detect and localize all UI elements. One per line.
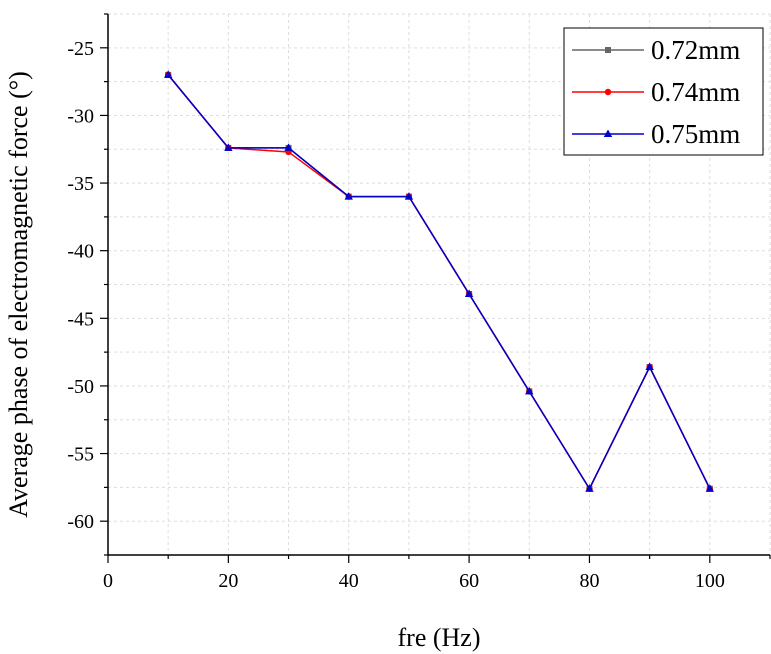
legend: 0.72mm 0.74mm 0.75mm [563, 27, 764, 156]
y-tick-label: -50 [67, 376, 94, 398]
y-tick-label: -30 [67, 105, 94, 127]
x-tick-label: 80 [579, 570, 599, 592]
data-point-0.75mm [224, 143, 233, 151]
y-tick-label: -60 [67, 511, 94, 533]
y-tick-label: -25 [67, 38, 94, 60]
data-point-0.75mm [464, 289, 474, 297]
series-line-0.75mm [167, 74, 711, 491]
x-tick-label: 40 [339, 570, 359, 592]
y-tick-label: -40 [67, 241, 94, 263]
data-point-0.75mm [525, 386, 534, 395]
legend-marker-0.72mm [605, 47, 611, 53]
series-layer [163, 70, 715, 492]
data-point-0.75mm [284, 143, 293, 151]
y-tick-label: -55 [67, 444, 94, 466]
data-point-0.75mm [645, 362, 654, 371]
y-tick-label: -35 [67, 173, 94, 195]
x-tick-label: 60 [459, 570, 479, 592]
x-tick-label: 20 [218, 570, 238, 592]
x-axis-title: fre (Hz) [398, 623, 481, 652]
legend-label-0.74mm: 0.74mm [651, 77, 740, 107]
data-point-0.75mm [404, 192, 414, 200]
data-point-0.75mm [705, 484, 715, 492]
legend-marker-0.75mm [603, 129, 613, 137]
legend-label-0.72mm: 0.72mm [651, 35, 740, 65]
y-axis-title: Average phase of electromagnetic force (… [4, 71, 33, 518]
y-tick-label: -45 [67, 308, 94, 330]
data-point-0.75mm [163, 70, 173, 78]
x-tick-label: 0 [103, 570, 113, 592]
x-tick-label: 100 [695, 570, 725, 592]
data-point-0.75mm [344, 192, 353, 200]
legend-marker-0.74mm [604, 88, 612, 96]
data-point-0.75mm [585, 484, 594, 492]
legend-label-0.75mm: 0.75mm [651, 119, 740, 149]
series-0.75mm [163, 70, 715, 492]
ticks: 0 20 40 60 80 100 -25 -30 -35 -40 -45 -50 -55 -60 [67, 13, 771, 592]
